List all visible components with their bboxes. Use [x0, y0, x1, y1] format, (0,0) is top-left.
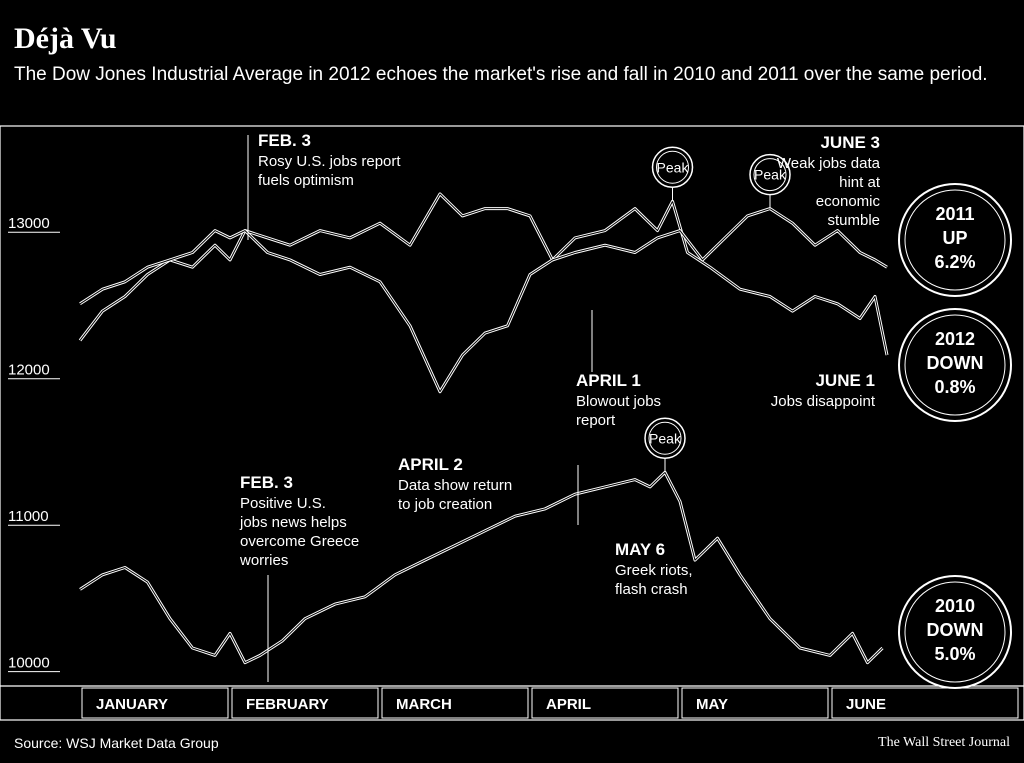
series-line-2012: [79, 207, 888, 394]
badge-2010-outer: [898, 575, 1012, 689]
annotation-feb-3: FEB. 3 Rosy U.S. jobs report fuels optimis…: [247, 131, 401, 240]
badge-2011-inner: [904, 189, 1006, 291]
annotation-line: report: [576, 412, 616, 429]
annotation-line: Blowout jobs: [576, 393, 661, 410]
chart-subtitle: The Dow Jones Industrial Average in 2012…: [14, 64, 988, 85]
annotation-line: stumble: [827, 212, 880, 229]
source-note: Source: WSJ Market Data Group: [14, 735, 219, 751]
annotation-may-6: MAY 6 Greek riots, flash crash: [615, 540, 693, 598]
month-cell: [681, 687, 829, 719]
annotation-line: flash crash: [615, 581, 688, 598]
peak-marker-outer: [644, 417, 686, 460]
annotation-line: overcome Greece: [240, 533, 359, 550]
series-line-2011: [78, 192, 889, 356]
month-label-january: JANUARY: [96, 696, 168, 713]
month-label-may: MAY: [696, 696, 728, 713]
badge-2011-direction: UP: [942, 228, 967, 248]
badge-2010-year: 2010: [935, 596, 975, 616]
publisher-logo: The Wall Street Journal: [878, 735, 1010, 750]
axis-layer: 13000 12000 11000 10000 JANUARY FEBRUARY MARCH…: [0, 125, 1024, 721]
annotation-title: FEB. 3: [258, 131, 311, 150]
badge-2010-change: 5.0%: [934, 644, 975, 664]
peak-marker-inner: [648, 421, 682, 455]
annotation-title: APRIL 2: [398, 455, 463, 474]
annotation-title: APRIL 1: [576, 371, 641, 390]
badge-2012-direction: DOWN: [927, 353, 984, 373]
chart-title: Déjà Vu: [14, 22, 117, 55]
month-cell: [231, 687, 379, 719]
peak-marker-outer: [749, 153, 791, 196]
badge-2012-outer: [898, 308, 1012, 422]
month-cell: [381, 687, 529, 719]
annotation-line: Jobs disappoint: [771, 393, 876, 410]
peak-marker-inner: [753, 158, 787, 192]
peak-marker-outer: [651, 146, 694, 189]
badge-2012-change: 0.8%: [934, 377, 975, 397]
annotation-june-1: JUNE 1 Jobs disappoint: [771, 371, 876, 410]
annotation-line: economic: [816, 193, 881, 210]
series-line-inner-2011: [79, 193, 888, 356]
y-tick-label: 10000: [8, 655, 50, 672]
y-tick-label: 13000: [8, 215, 50, 232]
y-tick-label: 12000: [8, 362, 50, 379]
month-cell: [81, 687, 229, 719]
badge-2012-year: 2012: [935, 329, 975, 349]
peak-label: Peak: [649, 430, 682, 446]
series-line-inner-2012: [79, 208, 888, 393]
badge-2011-change: 6.2%: [934, 252, 975, 272]
annotation-title: JUNE 1: [815, 371, 875, 390]
series-line-inner-2010: [79, 471, 883, 664]
lines-layer: [78, 192, 889, 665]
annotation-line: Weak jobs data: [777, 155, 881, 172]
badge-2011-outer: [898, 183, 1012, 297]
month-label-march: MARCH: [396, 696, 452, 713]
annotation-line: jobs news helps: [239, 514, 347, 531]
month-label-april: APRIL: [546, 696, 591, 713]
peak-label: Peak: [754, 167, 787, 183]
annotation-line: Data show return: [398, 477, 512, 494]
annotation-june-3: JUNE 3 Weak jobs data hint at economic stumb…: [777, 133, 881, 229]
annotation-line: Positive U.S.: [240, 495, 326, 512]
annotation-line: worries: [239, 552, 288, 569]
chart-frame: [0, 125, 1024, 721]
annotation-line: Greek riots,: [615, 562, 693, 579]
badge-2010-direction: DOWN: [927, 620, 984, 640]
badge-2011-year: 2011: [935, 204, 974, 224]
annotation-title: MAY 6: [615, 540, 665, 559]
y-tick-label: 11000: [8, 508, 49, 525]
month-label-february: FEBRUARY: [246, 696, 329, 713]
badge-2012-inner: [904, 314, 1006, 416]
peak-marker-inner: [656, 150, 689, 184]
annotation-title: JUNE 3: [820, 133, 880, 152]
annotation-line: Rosy U.S. jobs report: [258, 153, 401, 170]
annotation-line: fuels optimism: [258, 172, 354, 189]
peak-label: Peak: [657, 159, 690, 175]
badge-2010-inner: [904, 581, 1006, 683]
annotation-april-1: APRIL 1 Blowout jobs report: [576, 310, 661, 429]
month-label-june: JUNE: [846, 696, 886, 713]
annotation-feb-3: FEB. 3 Positive U.S. jobs news helps overco…: [239, 473, 359, 682]
annotation-line: hint at: [839, 174, 881, 191]
month-cell: [831, 687, 1019, 719]
month-cell: [531, 687, 679, 719]
annotation-line: to job creation: [398, 496, 492, 513]
annotation-april-2: APRIL 2 Data show return to job creation: [398, 455, 579, 525]
annotation-layer: Peak Peak Peak 2011 UP 6.2% 2012 DOWN 0.8% 2010 DO…: [239, 131, 1012, 689]
annotation-title: FEB. 3: [240, 473, 293, 492]
